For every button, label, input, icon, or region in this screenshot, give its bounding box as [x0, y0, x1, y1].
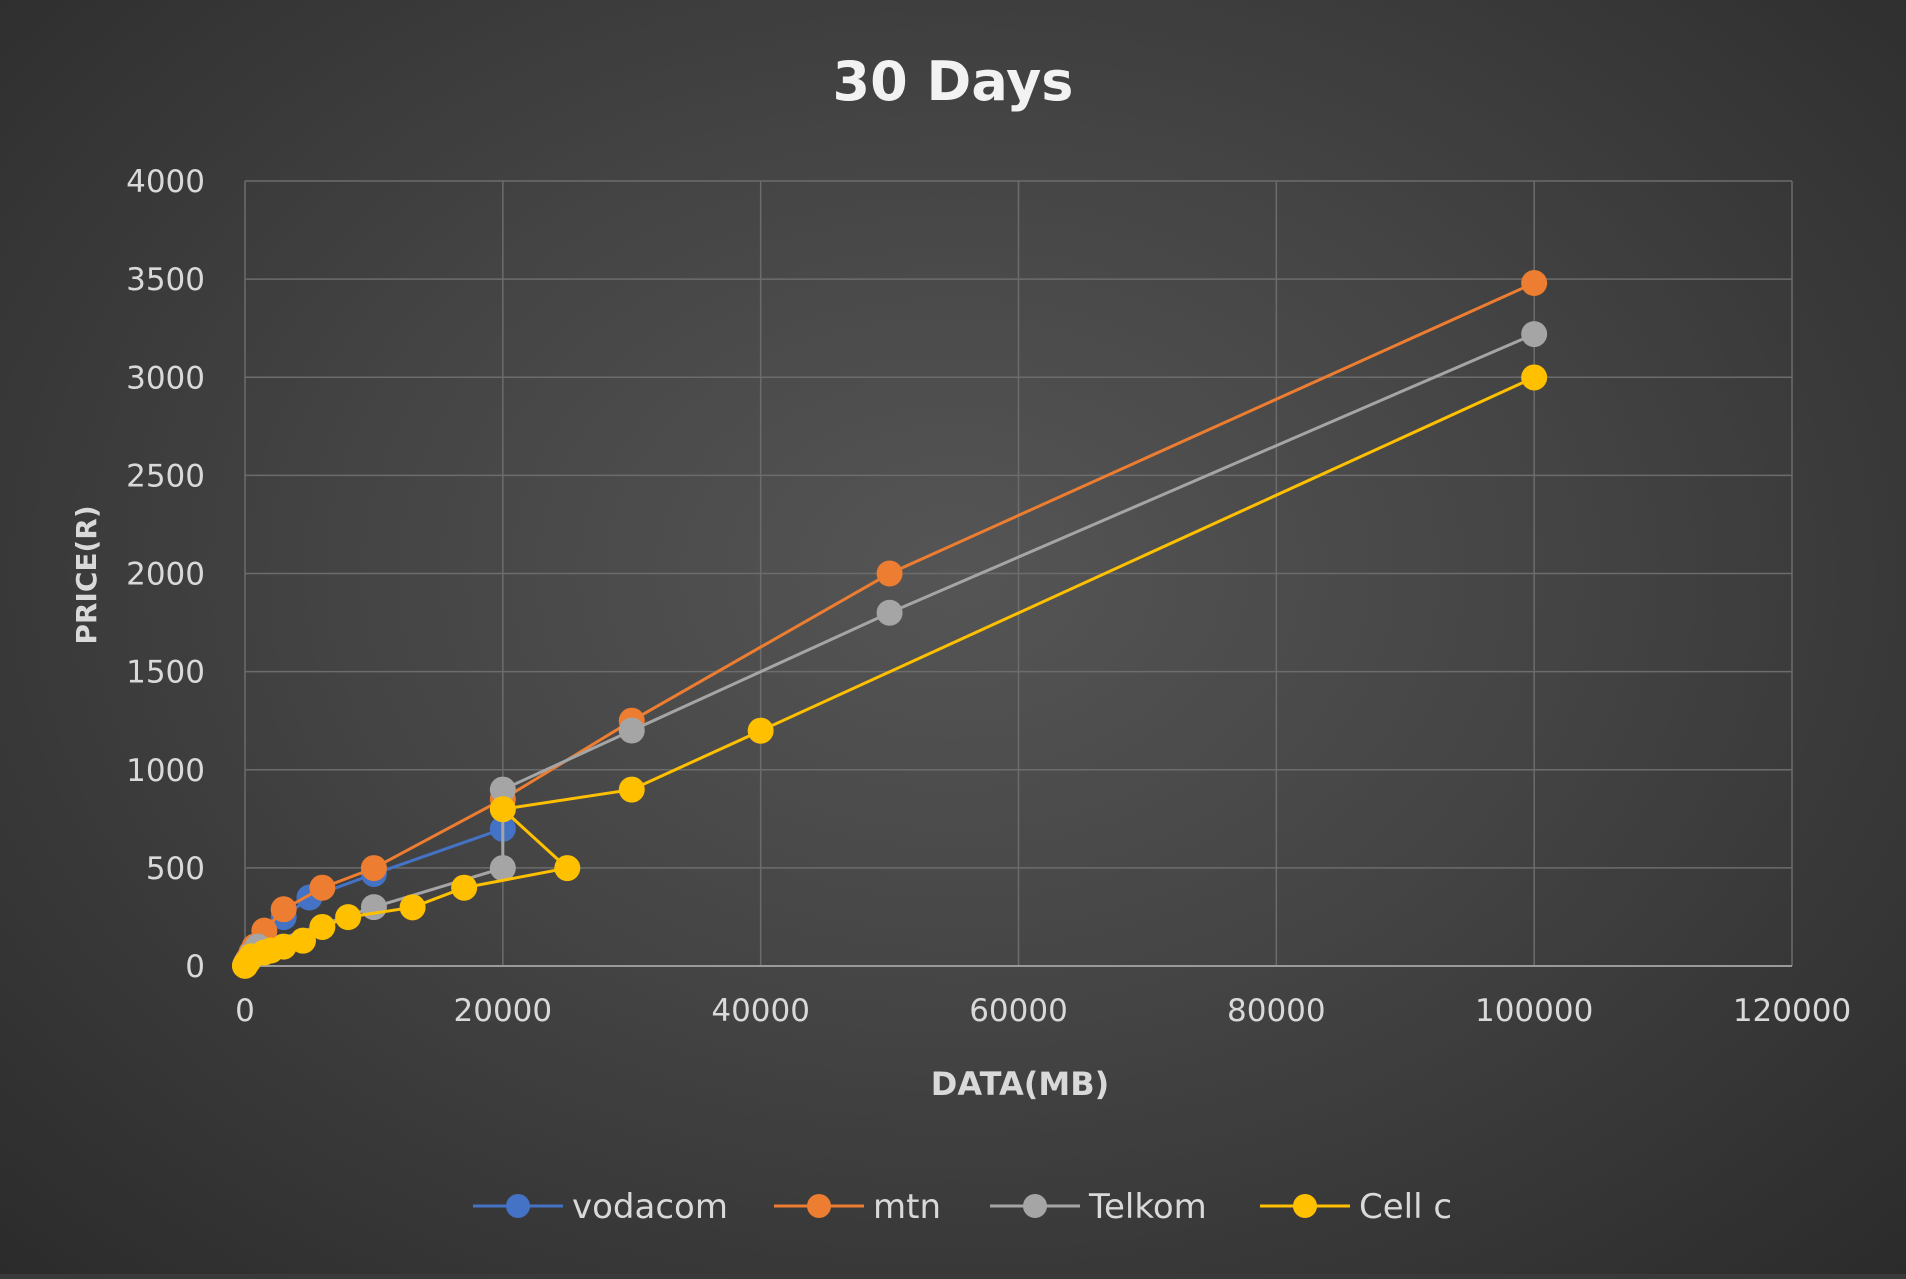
data-point: [876, 599, 903, 626]
x-tick-label: 0: [235, 993, 255, 1029]
legend-item: Cell c: [1260, 1187, 1452, 1227]
legend-marker: [1023, 1194, 1047, 1218]
data-point: [309, 874, 336, 901]
x-tick-label: 80000: [1227, 993, 1326, 1029]
data-point: [489, 796, 516, 823]
y-tick-label: 1500: [126, 655, 205, 691]
y-tick-label: 4000: [126, 164, 205, 200]
series-layer: [232, 270, 1548, 979]
data-point: [335, 904, 362, 931]
legend-label: Cell c: [1359, 1187, 1452, 1227]
x-tick-label: 100000: [1475, 993, 1593, 1029]
data-point: [1521, 364, 1548, 391]
y-axis-label: PRICE(R): [70, 505, 103, 644]
x-tick-label: 120000: [1733, 993, 1851, 1029]
x-tick-label: 20000: [454, 993, 553, 1029]
y-tick-label: 1000: [126, 753, 205, 789]
y-tick-label: 0: [185, 949, 205, 985]
grid: [244, 180, 1793, 967]
data-point: [747, 717, 774, 744]
x-axis-label: DATA(MB): [931, 1065, 1109, 1103]
chart-title: 30 Days: [833, 50, 1074, 113]
y-tick-label: 3500: [126, 262, 205, 298]
y-tick-label: 500: [146, 851, 205, 887]
data-point: [618, 717, 645, 744]
legend-label: Telkom: [1088, 1187, 1207, 1227]
legend-marker: [807, 1194, 831, 1218]
data-point: [489, 855, 516, 882]
data-point: [489, 776, 516, 803]
x-tick-label: 60000: [969, 993, 1068, 1029]
data-point: [451, 874, 478, 901]
series-telkom: [232, 321, 1548, 979]
x-tick-label: 40000: [711, 993, 810, 1029]
data-point: [554, 855, 581, 882]
data-point: [309, 913, 336, 940]
data-point: [290, 927, 317, 954]
data-point: [399, 894, 426, 921]
y-tick-label: 2500: [126, 458, 205, 494]
legend-marker: [506, 1194, 530, 1218]
legend-item: Telkom: [990, 1187, 1207, 1227]
legend-item: mtn: [774, 1187, 941, 1227]
data-point: [876, 560, 903, 587]
series-cell-c: [232, 364, 1548, 979]
data-point: [360, 855, 387, 882]
legend-label: vodacom: [572, 1187, 728, 1227]
legend: vodacom mtn Telkom Cell c: [473, 1187, 1452, 1227]
data-point: [270, 896, 297, 923]
legend-label: mtn: [873, 1187, 941, 1227]
data-point: [360, 894, 387, 921]
series-line: [243, 332, 1535, 967]
y-tick-label: 3000: [126, 360, 205, 396]
legend-item: vodacom: [473, 1187, 728, 1227]
data-point: [1521, 321, 1548, 348]
legend-marker: [1293, 1194, 1317, 1218]
data-point: [1521, 270, 1548, 297]
data-point: [618, 776, 645, 803]
y-tick-label: 2000: [126, 557, 205, 593]
